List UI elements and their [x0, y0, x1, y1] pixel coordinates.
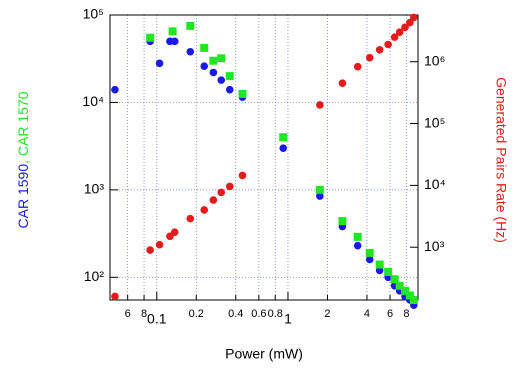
x-tick-label: 0.1	[147, 311, 167, 327]
point	[390, 275, 399, 284]
point	[365, 53, 374, 62]
point	[200, 43, 209, 52]
point	[186, 47, 195, 56]
point	[316, 192, 324, 200]
y2-tick-label: 10⁶	[424, 52, 445, 68]
x-tick-label: 6	[387, 308, 393, 320]
point	[186, 214, 195, 223]
point	[170, 37, 179, 46]
point	[316, 101, 324, 109]
point	[186, 21, 195, 30]
point	[225, 182, 234, 191]
point	[384, 267, 393, 276]
point	[200, 206, 209, 214]
point	[365, 248, 374, 257]
y-tick-label: 10⁵	[83, 6, 104, 22]
point	[146, 33, 155, 42]
y-label-part: CAR 1570	[15, 91, 31, 156]
point	[375, 260, 384, 269]
point	[375, 45, 384, 54]
point	[338, 79, 347, 87]
point	[225, 72, 234, 81]
point	[225, 85, 234, 94]
x-tick-label: 6	[125, 308, 131, 320]
x-tick-label: 8	[141, 308, 147, 320]
point	[409, 296, 418, 304]
point	[365, 255, 374, 264]
x-tick-label: 0.8	[268, 308, 283, 320]
point	[353, 62, 362, 71]
point	[405, 291, 414, 300]
point	[209, 196, 218, 204]
y-axis-label: CAR 1590, CAR 1570	[15, 91, 31, 228]
point	[155, 59, 164, 68]
point	[353, 241, 362, 250]
x-tick-label: 0.4	[228, 308, 243, 320]
x-tick-label: 2	[324, 308, 330, 320]
point	[395, 28, 404, 37]
y2-tick-label: 10⁴	[424, 176, 446, 192]
x-tick-label: 1	[284, 311, 292, 327]
point	[209, 68, 218, 77]
point	[168, 27, 177, 36]
x-axis-label: Power (mW)	[225, 346, 303, 362]
point	[400, 286, 409, 295]
point	[338, 217, 347, 226]
point	[401, 23, 409, 32]
point	[111, 292, 119, 301]
point	[353, 232, 362, 241]
point	[217, 76, 226, 84]
y-label-separator: ,	[15, 156, 31, 164]
plot-frame	[109, 14, 419, 301]
point	[217, 188, 226, 197]
y-label-part: CAR 1590	[15, 164, 31, 229]
point	[200, 62, 209, 70]
x-tick-label: 4	[364, 308, 370, 320]
point	[279, 133, 288, 142]
point	[170, 228, 179, 236]
point	[279, 144, 288, 152]
point	[395, 281, 404, 290]
point	[238, 89, 247, 98]
point	[409, 13, 418, 22]
point	[217, 54, 226, 63]
y-tick-label: 10⁴	[82, 93, 104, 109]
y2-axis-label: Generated Pairs Rate (Hz)	[493, 77, 509, 243]
point	[155, 240, 164, 249]
x-tick-label: 0.6	[251, 308, 266, 320]
y2-tick-label: 10⁵	[424, 114, 445, 130]
point	[111, 85, 119, 94]
point	[238, 171, 247, 180]
point	[384, 40, 392, 49]
y-tick-label: 10³	[84, 181, 105, 197]
point	[315, 185, 324, 194]
point	[209, 56, 218, 65]
point	[390, 33, 399, 41]
y2-tick-label: 10³	[424, 238, 445, 254]
x-tick-label: 8	[403, 308, 409, 320]
x-tick-label: 0.2	[189, 308, 204, 320]
point	[146, 246, 154, 254]
y-tick-label: 10²	[84, 268, 105, 284]
